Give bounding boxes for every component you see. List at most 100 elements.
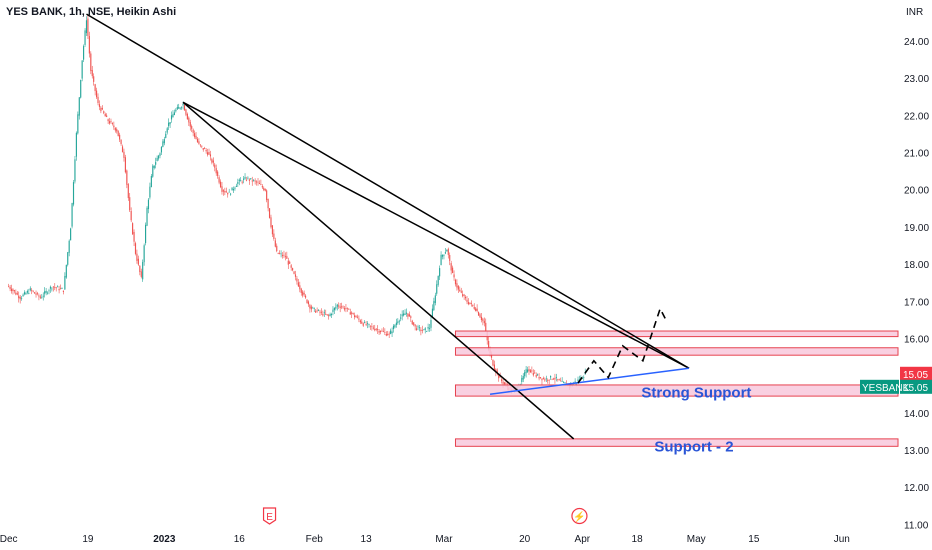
candle-body	[178, 107, 180, 109]
candle-body	[80, 79, 82, 98]
candle-body	[387, 334, 389, 336]
candle-body	[384, 331, 386, 333]
candles-layer	[8, 14, 586, 394]
candle-body	[316, 310, 318, 312]
candle-body	[420, 329, 422, 331]
candle-body	[550, 376, 552, 378]
candle-body	[548, 379, 550, 381]
rising-support-line	[489, 367, 690, 395]
candle-body	[377, 329, 379, 330]
y-tick-label: 11.00	[904, 520, 929, 531]
earnings-marker[interactable]: E	[262, 507, 277, 525]
x-tick-label: Feb	[306, 534, 324, 545]
candle-body	[453, 274, 455, 278]
candle-body	[77, 114, 79, 134]
candle-body	[98, 104, 101, 107]
time-axis[interactable]: Dec 19 2023 16 Feb 13 Mar 20 Apr 18 May 15 Jun	[0, 534, 850, 545]
candle-body	[18, 295, 20, 299]
candle-body	[162, 141, 164, 147]
candle-body	[38, 295, 40, 297]
candle-body	[227, 192, 229, 195]
candle-body	[42, 295, 44, 297]
candle-body	[338, 305, 340, 307]
candle-body	[181, 107, 183, 109]
candle-body	[58, 289, 60, 291]
candle-body	[431, 308, 434, 318]
candle-body	[172, 114, 174, 118]
candle-body	[54, 286, 56, 288]
candle-body	[147, 199, 150, 210]
candle-body	[134, 243, 137, 254]
candle-body	[182, 103, 184, 106]
candle-body	[12, 289, 14, 291]
candle-body	[10, 288, 13, 292]
x-tick-label: Dec	[0, 534, 18, 545]
candle-body	[106, 115, 108, 117]
candle-body	[78, 97, 80, 116]
candle-body	[296, 278, 298, 282]
candle-body	[59, 288, 62, 290]
candle-body	[13, 290, 15, 292]
candle-body	[441, 254, 444, 257]
candle-body	[364, 322, 366, 323]
candle-body	[247, 177, 249, 179]
candle-body	[113, 125, 115, 128]
x-tick-label: 18	[632, 534, 644, 545]
candle-body	[398, 320, 400, 322]
candle-body	[87, 18, 89, 36]
y-tick-label: 13.00	[904, 446, 929, 457]
y-tick-label: 12.00	[904, 483, 929, 494]
candle-body	[254, 180, 256, 182]
candle-body	[305, 295, 307, 298]
x-tick-label: 16	[234, 534, 246, 545]
candle-body	[485, 322, 487, 331]
candle-body	[267, 198, 269, 209]
symbol-price-tag-box	[900, 379, 932, 394]
y-tick-label: 22.00	[904, 111, 929, 122]
candle-body	[472, 304, 474, 306]
candle-body	[534, 372, 536, 374]
candle-body	[179, 107, 181, 109]
dividend-marker[interactable]: ⚡	[571, 507, 588, 525]
x-tick-label: Mar	[435, 534, 453, 545]
candle-body	[560, 380, 562, 382]
candle-body	[289, 261, 291, 264]
long-resistance-line	[182, 101, 690, 369]
candle-body	[97, 96, 99, 104]
candle-body	[411, 320, 413, 325]
candle-body	[194, 133, 196, 137]
candle-body	[39, 296, 41, 298]
candle-body	[103, 111, 105, 114]
candle-body	[558, 379, 560, 381]
candle-body	[95, 90, 98, 98]
candle-body	[525, 369, 527, 374]
candle-body	[173, 112, 175, 115]
candle-body	[49, 286, 52, 289]
candle-body	[499, 375, 501, 378]
candle-body	[501, 379, 503, 381]
y-tick-label: 14.00	[904, 409, 929, 420]
candle-body	[75, 132, 77, 157]
candle-body	[26, 291, 28, 293]
candle-body	[29, 288, 31, 291]
x-tick-label: 19	[82, 534, 94, 545]
candle-body	[418, 327, 421, 329]
candle-body	[307, 301, 310, 305]
candle-body	[35, 293, 37, 295]
last-price-tag: 15.05	[900, 366, 932, 381]
candle-body	[257, 181, 259, 183]
candle-body	[551, 378, 553, 380]
candle-body	[434, 295, 436, 303]
candle-body	[107, 119, 109, 122]
candle-body	[375, 328, 377, 330]
candle-body	[297, 282, 299, 287]
candle-body	[214, 164, 216, 168]
event-markers-layer: E ⚡	[262, 507, 588, 525]
price-axis[interactable]: INR 24.00 23.00 22.00 21.00 20.00 19.00 18.00 17…	[904, 7, 929, 531]
candle-body	[492, 359, 494, 366]
candle-body	[294, 274, 297, 277]
candle-body	[224, 191, 226, 193]
candle-body	[547, 379, 549, 381]
